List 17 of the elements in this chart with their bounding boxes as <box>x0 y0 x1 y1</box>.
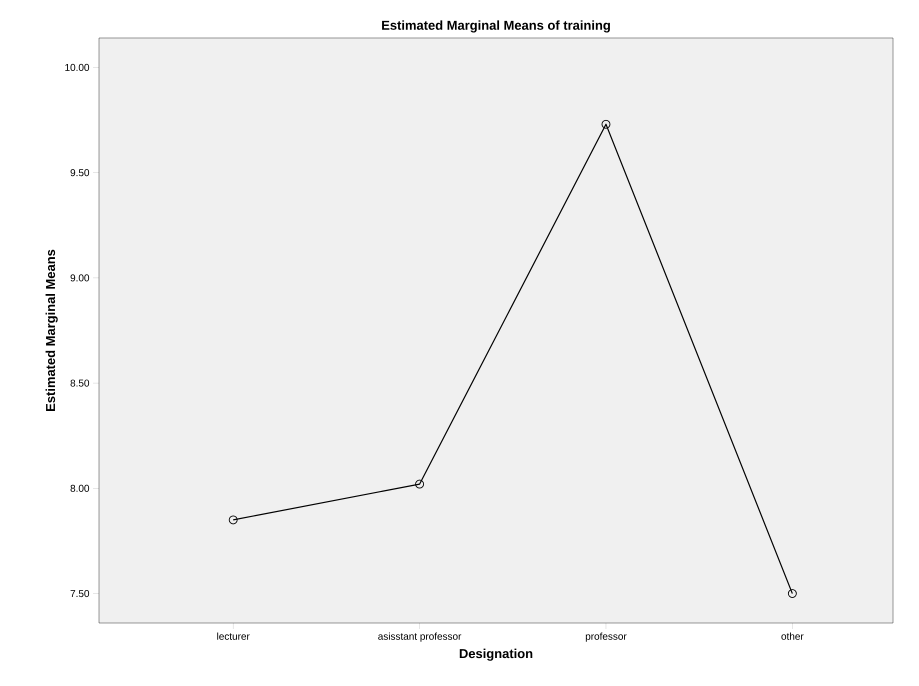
point <box>228 515 238 524</box>
y-tick-label: 8.00 <box>70 484 90 492</box>
y-tick-label: 8.50 <box>70 380 90 387</box>
x-axis-title: Designation <box>460 648 532 661</box>
y-tick-label: 10.00 <box>65 64 90 71</box>
chart-title: Estimated Marginal Means of training <box>382 20 610 32</box>
x-tick-label: lecturer <box>217 632 250 640</box>
point <box>415 480 424 489</box>
y-axis-title: Estimated Marginal Means <box>46 250 58 411</box>
y-tick-label: 7.50 <box>70 590 90 598</box>
point <box>788 589 797 598</box>
x-tick-label: other <box>781 632 804 640</box>
y-tick-label: 9.50 <box>70 169 90 176</box>
x-tick-label: asisstant professor <box>378 632 462 642</box>
x-tick-label: professor <box>586 632 627 642</box>
y-tick-label: 9.00 <box>70 274 90 282</box>
point <box>602 120 610 129</box>
